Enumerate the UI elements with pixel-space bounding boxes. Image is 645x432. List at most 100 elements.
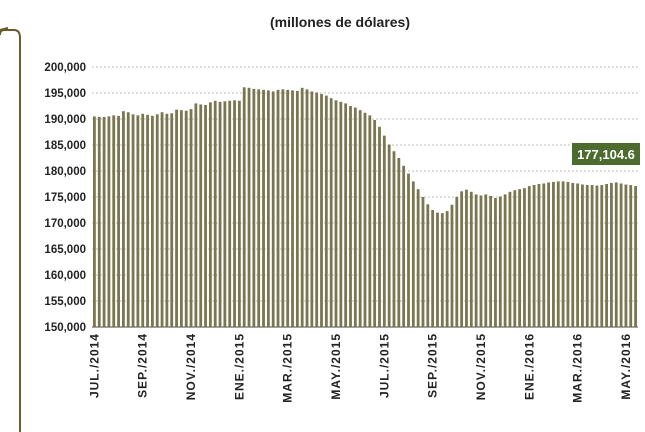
bar <box>484 194 488 327</box>
bar <box>465 189 468 327</box>
value-callout-box <box>572 143 640 165</box>
bar <box>136 115 140 327</box>
bar <box>518 189 522 327</box>
bar <box>460 191 464 327</box>
bar <box>358 110 362 327</box>
bar <box>532 185 536 327</box>
bar <box>378 126 381 327</box>
bar <box>513 190 517 327</box>
bar <box>329 98 333 327</box>
y-tick-label: 185,000 <box>44 140 86 152</box>
y-tick-label: 160,000 <box>44 270 86 282</box>
bar <box>228 100 232 327</box>
y-tick-label: 195,000 <box>44 88 86 100</box>
bar <box>363 112 367 327</box>
bar <box>474 194 478 327</box>
value-callout-text: 177,104.6 <box>577 147 635 162</box>
bar <box>339 101 343 327</box>
bar <box>440 213 444 327</box>
bar <box>93 116 96 328</box>
bar <box>581 184 584 327</box>
bar <box>281 89 285 327</box>
y-tick-label: 180,000 <box>44 166 86 178</box>
bar <box>349 106 352 327</box>
bar <box>122 111 125 327</box>
bar <box>179 110 183 327</box>
value-callout: 177,104.6 <box>572 143 640 165</box>
bar <box>112 115 116 327</box>
bar <box>576 183 579 327</box>
bar <box>170 113 174 327</box>
x-tick-label: SEP./2014 <box>136 333 150 398</box>
bar <box>479 195 483 327</box>
bar <box>257 89 261 327</box>
bar <box>387 144 391 327</box>
bar <box>585 185 589 327</box>
bar <box>571 182 575 327</box>
bar <box>286 89 290 327</box>
bar <box>590 185 594 327</box>
bar <box>300 87 304 327</box>
bar <box>489 195 493 327</box>
bar <box>421 197 425 327</box>
bar <box>634 186 637 327</box>
bar <box>102 116 106 327</box>
bar <box>624 184 628 327</box>
bar <box>175 109 178 327</box>
bar <box>117 115 120 327</box>
bar <box>561 181 565 327</box>
bar <box>295 90 299 327</box>
bar <box>189 109 193 328</box>
bar <box>194 103 198 328</box>
bar <box>455 197 459 327</box>
y-tick-label: 150,000 <box>44 322 86 334</box>
bar <box>334 100 338 327</box>
bar <box>276 89 280 327</box>
bar <box>508 191 512 327</box>
bar <box>237 100 241 327</box>
bar <box>266 90 270 328</box>
bar <box>450 204 454 327</box>
bar <box>552 181 555 327</box>
bar <box>605 184 608 327</box>
bar <box>155 114 159 327</box>
bar <box>382 135 386 327</box>
bar <box>252 88 256 327</box>
bar <box>223 101 227 327</box>
bar <box>344 103 348 328</box>
bar <box>426 204 430 327</box>
x-tick-label: MAR./2015 <box>281 333 295 403</box>
bar <box>165 113 169 327</box>
bar <box>600 185 604 327</box>
chart-title: (millones de dólares) <box>270 14 410 30</box>
x-tick-label: JUL./2015 <box>377 333 391 398</box>
bar <box>233 100 236 327</box>
bar <box>199 104 203 327</box>
bar <box>315 92 319 327</box>
bar <box>208 102 212 327</box>
x-tick-label: MAY./2015 <box>329 333 343 400</box>
bar <box>218 101 222 327</box>
y-tick-label: 165,000 <box>44 244 86 256</box>
x-tick-label: NOV./2015 <box>474 333 488 400</box>
bar <box>629 185 633 327</box>
x-tick-label: SEP./2015 <box>426 333 440 398</box>
bar <box>271 91 275 327</box>
x-tick-label: JUL./2014 <box>87 333 101 398</box>
bar <box>242 87 246 327</box>
bar <box>469 191 473 327</box>
bar <box>445 211 449 327</box>
bar <box>619 183 623 327</box>
bar <box>436 212 439 327</box>
x-tick-label: NOV./2014 <box>184 333 198 400</box>
bar <box>184 110 188 328</box>
bar <box>431 210 435 327</box>
bar <box>503 194 507 327</box>
bar <box>411 181 415 327</box>
bar <box>547 182 551 327</box>
bar <box>566 181 570 327</box>
bar <box>97 116 101 327</box>
bar <box>107 116 111 328</box>
bar <box>494 198 497 327</box>
